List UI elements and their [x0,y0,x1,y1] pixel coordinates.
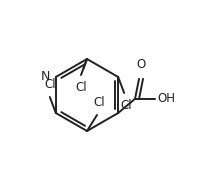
Text: Cl: Cl [75,81,87,94]
Text: O: O [136,58,146,71]
Text: Cl: Cl [44,78,56,91]
Text: Cl: Cl [120,99,132,112]
Text: N: N [41,70,50,83]
Text: Cl: Cl [93,96,105,109]
Text: OH: OH [157,92,175,105]
